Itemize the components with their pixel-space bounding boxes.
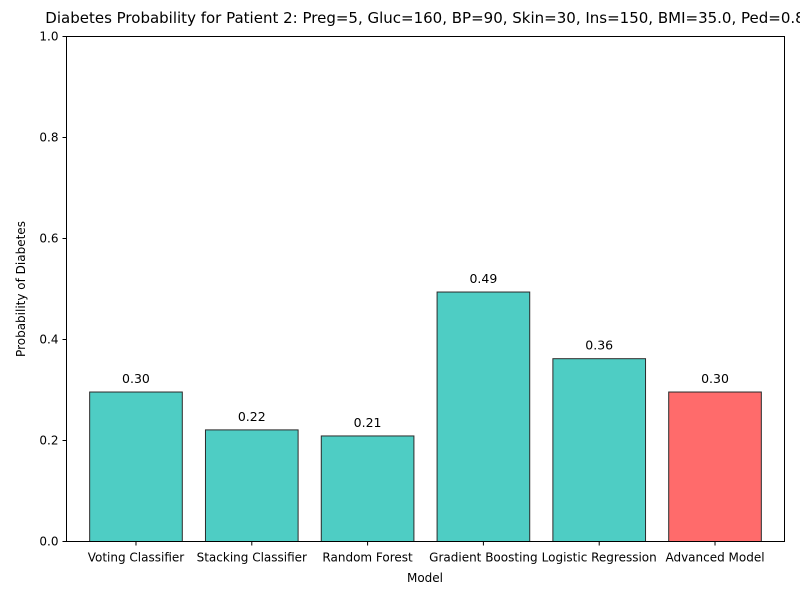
bar-5 [668,391,762,542]
x-tick-label-4: Logistic Regression [542,551,657,565]
data-label-5: 0.30 [701,371,729,386]
bar-2 [320,435,415,542]
data-label-2: 0.21 [354,415,382,430]
bar-1 [204,429,299,542]
bar-3 [436,291,531,542]
y-tick-label-1: 0.2 [39,434,58,448]
y-axis-label: Probability of Diabetes [14,221,28,357]
y-tick-label-2: 0.4 [39,333,58,347]
y-axis: 0.0 0.2 0.4 0.6 0.8 1.0 [39,30,67,549]
x-tick-label-3: Gradient Boosting [429,551,537,565]
x-axis-label: Model [407,571,443,585]
bar-0 [89,391,183,542]
chart-title: Diabetes Probability for Patient 2: Preg… [45,9,800,27]
data-label-4: 0.36 [585,338,613,353]
bars-group [89,291,762,542]
y-tick-label-3: 0.6 [39,232,58,246]
data-label-3: 0.49 [469,271,497,286]
y-tick-label-4: 0.8 [39,131,58,145]
x-tick-label-0: Voting Classifier [88,551,185,565]
plot-frame [66,36,785,542]
x-tick-label-5: Advanced Model [665,551,764,565]
x-tick-label-1: Stacking Classifier [197,551,307,565]
y-tick-label-5: 1.0 [39,30,58,44]
data-label-0: 0.30 [122,371,150,386]
bar-4 [552,358,647,542]
data-labels-group: 0.30 0.22 0.21 0.49 0.36 0.30 [122,271,729,430]
x-axis: Voting Classifier Stacking Classifier Rand… [88,541,765,565]
data-label-1: 0.22 [238,409,266,424]
x-tick-label-2: Random Forest [322,551,413,565]
y-tick-label-0: 0.0 [39,535,58,549]
